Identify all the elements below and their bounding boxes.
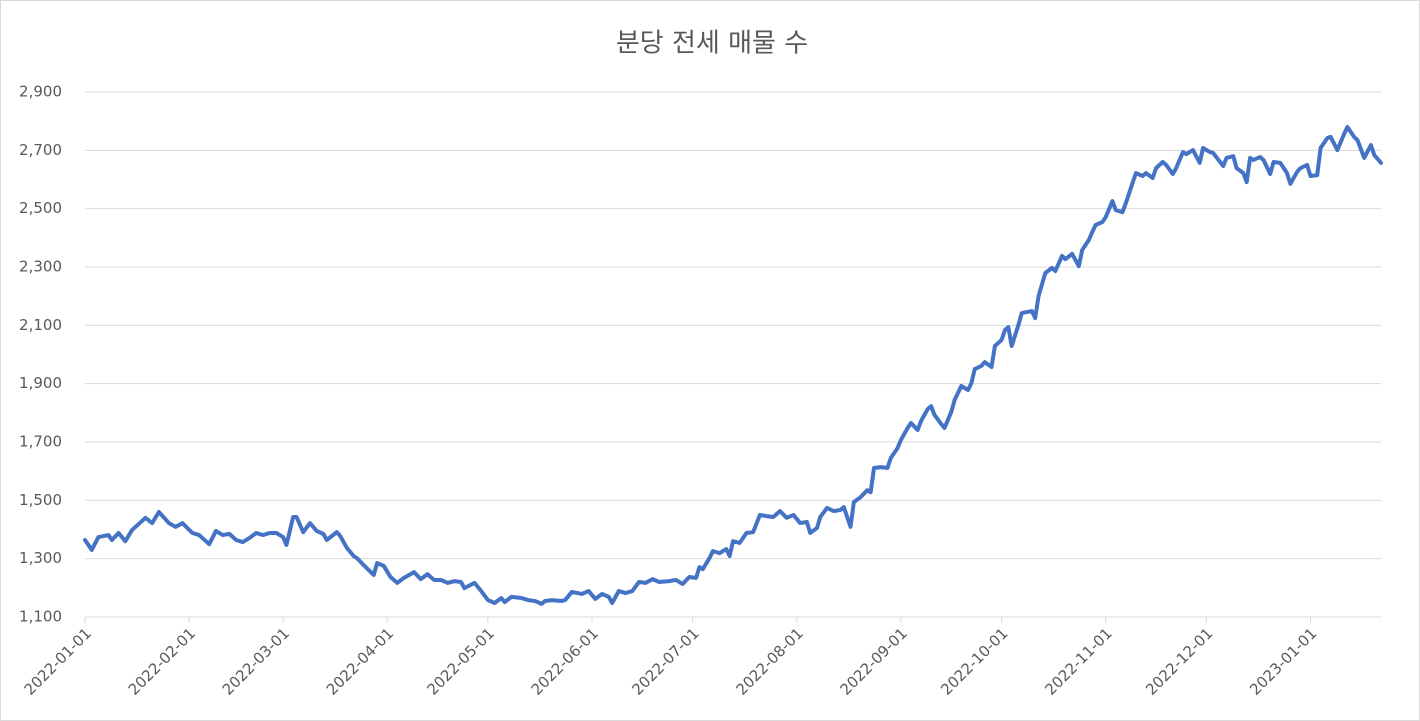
y-tick-label: 1,100 [19, 608, 62, 626]
y-tick-label: 1,300 [19, 549, 62, 567]
chart-title: 분당 전세 매물 수 [616, 29, 808, 59]
data-line [83, 125, 1383, 606]
y-tick-label: 2,300 [19, 258, 62, 276]
y-tick-label: 1,500 [19, 491, 62, 509]
y-tick-label: 2,500 [19, 199, 62, 217]
y-tick-label: 2,900 [19, 83, 62, 101]
y-tick-label: 1,900 [19, 374, 62, 392]
y-tick-label: 2,100 [19, 316, 62, 334]
y-tick-label: 2,700 [19, 141, 62, 159]
y-tick-label: 1,700 [19, 433, 62, 451]
